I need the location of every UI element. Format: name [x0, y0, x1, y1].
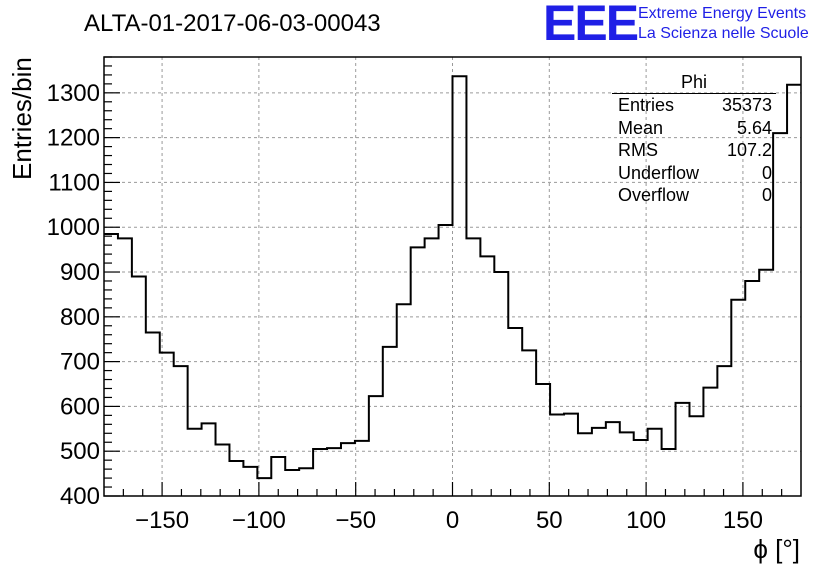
y-tick-label: 1100	[48, 169, 100, 196]
stats-name: Phi	[612, 72, 776, 94]
y-tick-label: 500	[60, 438, 100, 465]
y-tick-label: 900	[60, 259, 100, 286]
stats-value: 0	[761, 162, 772, 183]
stats-label: Overflow	[618, 185, 690, 205]
stats-value: 0	[761, 185, 772, 205]
stats-row: Entries 35373	[612, 94, 776, 117]
stats-label: RMS	[618, 140, 658, 160]
x-tick-label: 50	[536, 507, 563, 534]
stats-label: Underflow	[618, 162, 700, 183]
y-axis-label: Entries/bin	[7, 57, 37, 180]
stats-value: 107.2	[726, 140, 772, 160]
y-tick-label: 600	[60, 393, 100, 420]
y-tick-label: 1200	[47, 125, 100, 152]
eee-logo: EEE	[543, 0, 639, 51]
stats-box: Phi Entries 35373 Mean 5.64 RMS 107.2 Under…	[612, 72, 776, 207]
chart-title: ALTA-01-2017-06-03-00043	[84, 10, 381, 37]
y-tick-label: 1300	[47, 80, 100, 107]
y-tick-label: 700	[60, 349, 100, 376]
y-tick-label: 1000	[47, 214, 100, 241]
stats-row: Mean 5.64	[612, 117, 776, 140]
x-tick-label: −150	[135, 507, 189, 534]
x-axis-label: ϕ [°]	[753, 534, 800, 564]
x-tick-label: 0	[446, 507, 459, 534]
histogram-outline	[104, 75, 801, 480]
y-tick-label: 800	[60, 304, 100, 331]
x-tick-label: 100	[626, 507, 666, 534]
stats-value: 5.64	[736, 117, 772, 138]
stats-value: 35373	[721, 95, 772, 115]
x-tick-label: 150	[723, 507, 763, 534]
axes: −150 −100 −50 0 50 100 150 400 500 600 700 800 900 10…	[47, 56, 783, 534]
x-tick-label: −50	[335, 507, 376, 534]
logo-subtitle-1: Extreme Energy Events	[638, 5, 807, 22]
stats-row: Underflow 0	[612, 162, 776, 185]
y-tick-label: 400	[60, 483, 100, 510]
stats-label: Entries	[618, 95, 675, 115]
logo-subtitle-2: La Scienza nelle Scuole	[638, 25, 809, 42]
x-tick-label: −100	[232, 507, 286, 534]
stats-label: Mean	[618, 117, 664, 138]
stats-row: RMS 107.2	[612, 139, 776, 162]
stats-row: Overflow 0	[612, 184, 776, 207]
